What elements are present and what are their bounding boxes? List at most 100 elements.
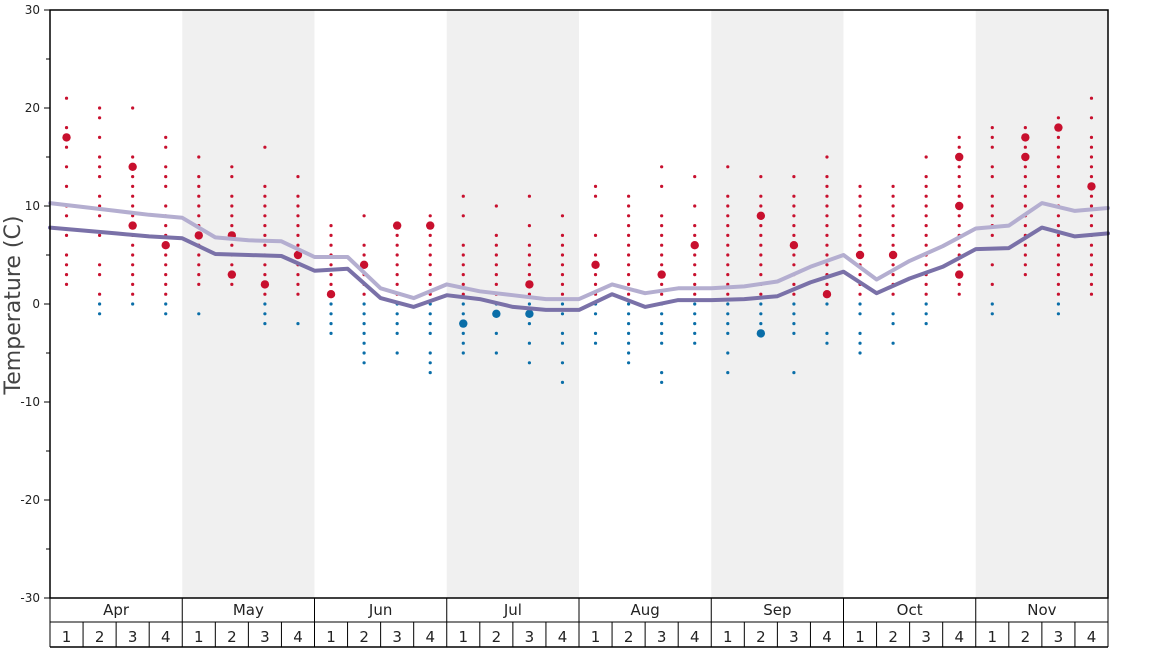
temperature-point: [461, 331, 465, 335]
temperature-point: [263, 214, 267, 218]
temperature-point: [395, 282, 399, 286]
temperature-point: [957, 214, 961, 218]
temperature-point: [792, 224, 796, 228]
temperature-point: [891, 263, 895, 267]
temperature-point: [97, 175, 102, 179]
temperature-point: [1056, 145, 1061, 149]
temperature-point: [64, 96, 69, 100]
temperature-point: [296, 243, 300, 247]
temperature-point: [362, 243, 366, 247]
temperature-point: [131, 214, 135, 218]
temperature-point: [792, 263, 796, 267]
temperature-point: [957, 263, 961, 267]
temperature-point: [164, 253, 168, 257]
temperature-point: [64, 273, 69, 277]
temperature-point: [1089, 273, 1094, 277]
temperature-point: [990, 135, 994, 139]
temperature-point: [263, 312, 267, 316]
temperature-point: [924, 263, 928, 267]
temperature-point: [1089, 282, 1094, 286]
temperature-point: [428, 214, 432, 218]
temperature-point: [362, 253, 366, 257]
temperature-point: [461, 194, 465, 198]
temperature-point: [97, 165, 102, 169]
temperature-point: [957, 224, 961, 228]
temperature-point: [858, 194, 862, 198]
y-tick-label: -30: [20, 591, 40, 605]
temperature-point: [1023, 194, 1027, 198]
temperature-point: [230, 194, 234, 198]
temperature-point: [660, 243, 664, 247]
temperature-point: [660, 312, 664, 316]
temperature-point: [1023, 253, 1027, 257]
temperature-point: [888, 250, 898, 260]
temperature-point: [560, 361, 565, 365]
temperature-point: [560, 282, 565, 286]
temperature-point: [428, 243, 432, 247]
temperature-point: [693, 233, 697, 237]
temperature-point: [1056, 135, 1061, 139]
temperature-point: [362, 214, 366, 218]
temperature-point: [891, 184, 895, 188]
temperature-point: [593, 312, 598, 316]
temperature-point: [527, 253, 532, 257]
temperature-point: [97, 194, 102, 198]
temperature-point: [825, 263, 829, 267]
temperature-point: [825, 331, 829, 335]
temperature-point: [924, 214, 928, 218]
temperature-point: [428, 273, 432, 277]
week-label: 1: [591, 628, 601, 646]
temperature-point: [726, 302, 730, 306]
temperature-point: [230, 214, 234, 218]
temperature-point: [395, 273, 399, 277]
week-label: 2: [492, 628, 502, 646]
temperature-point: [1089, 165, 1094, 169]
week-label: 2: [624, 628, 634, 646]
temperature-point: [97, 135, 102, 139]
temperature-point: [990, 175, 994, 179]
temperature-point: [525, 280, 534, 289]
temperature-point: [230, 282, 234, 286]
temperature-point: [97, 292, 102, 296]
temperature-point: [792, 282, 796, 286]
temperature-point: [858, 204, 862, 208]
temperature-point: [131, 302, 135, 306]
temperature-point: [924, 194, 928, 198]
temperature-point: [1021, 152, 1030, 162]
temperature-point: [1056, 194, 1061, 198]
temperature-point: [1089, 116, 1094, 120]
temperature-point: [1056, 184, 1061, 188]
week-label: 3: [525, 628, 535, 646]
temperature-point: [494, 233, 498, 237]
temperature-point: [197, 155, 201, 159]
temperature-point: [263, 204, 267, 208]
temperature-point: [461, 263, 465, 267]
temperature-point: [560, 273, 565, 277]
temperature-point: [1089, 135, 1094, 139]
temperature-point: [1023, 175, 1027, 179]
temperature-point: [64, 165, 69, 169]
temperature-point: [97, 233, 102, 237]
temperature-point: [263, 194, 267, 198]
temperature-point: [230, 175, 234, 179]
temperature-point: [1089, 96, 1094, 100]
temperature-point: [494, 331, 498, 335]
temperature-point: [1023, 273, 1027, 277]
temperature-point: [1056, 292, 1061, 296]
temperature-point: [1089, 224, 1094, 228]
temperature-point: [97, 312, 102, 316]
temperature-point: [626, 263, 631, 267]
temperature-point: [1056, 243, 1061, 247]
week-label: 3: [260, 628, 270, 646]
temperature-point: [593, 184, 598, 188]
temperature-point: [164, 204, 168, 208]
temperature-point: [1089, 292, 1094, 296]
temperature-point: [97, 155, 102, 159]
week-label: 1: [988, 628, 998, 646]
temperature-point: [296, 292, 300, 296]
week-label: 1: [855, 628, 865, 646]
temperature-point: [461, 282, 465, 286]
temperature-point: [293, 250, 303, 260]
temperature-point: [164, 224, 168, 228]
temperature-point: [759, 253, 763, 257]
